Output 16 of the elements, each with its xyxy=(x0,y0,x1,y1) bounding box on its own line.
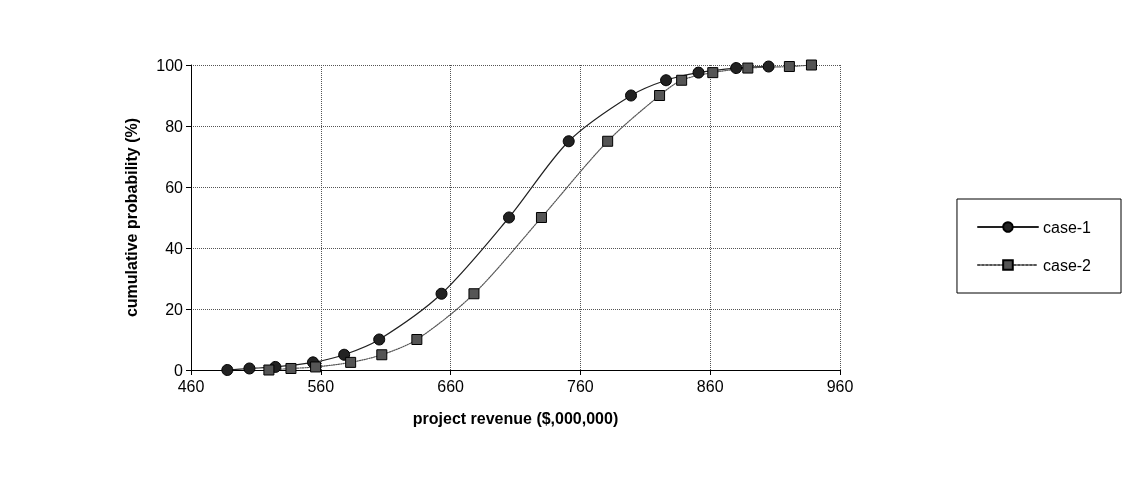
x-tick-label: 460 xyxy=(177,377,205,395)
y-tick-label: 40 xyxy=(165,239,184,257)
legend-label: case-2 xyxy=(1042,256,1092,274)
x-tick-label: 660 xyxy=(437,377,465,395)
x-tick-label: 860 xyxy=(696,377,724,395)
x-tick-label: 760 xyxy=(567,377,594,395)
y-axis-title: cumulative probability (%) xyxy=(122,117,140,318)
x-tick-label: 960 xyxy=(826,377,854,395)
y-tick-label: 80 xyxy=(165,117,184,135)
y-tick-label: 20 xyxy=(165,300,184,318)
y-tick-label: 60 xyxy=(165,178,184,196)
x-tick-label: 560 xyxy=(307,377,335,395)
y-tick-label: 0 xyxy=(174,361,184,379)
x-axis-title: project revenue ($,000,000) xyxy=(412,409,619,427)
y-tick-label: 100 xyxy=(156,56,184,74)
legend-label: case-1 xyxy=(1042,218,1092,236)
